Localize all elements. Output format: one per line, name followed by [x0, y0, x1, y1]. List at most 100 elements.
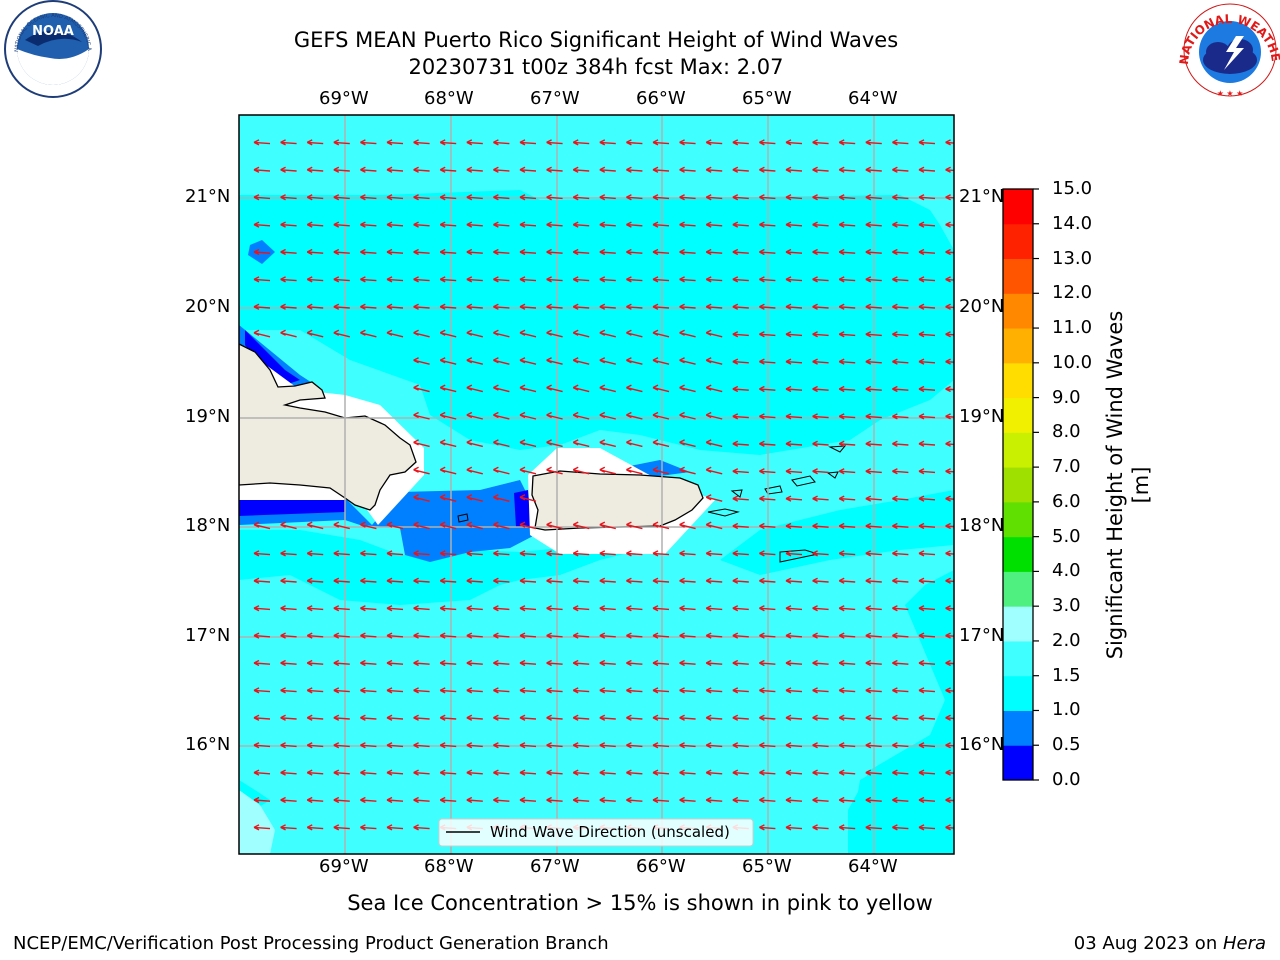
wind-wave-arrow — [892, 413, 909, 420]
wind-wave-arrow — [439, 139, 457, 146]
wind-wave-arrow — [626, 139, 643, 146]
wind-wave-arrow — [466, 659, 483, 667]
lat-tick-right: 18°N — [959, 515, 1005, 536]
wind-wave-arrow — [333, 687, 350, 694]
wind-wave-arrow — [812, 522, 829, 530]
wind-wave-arrow — [705, 194, 723, 201]
generation-date: 03 Aug 2023 on Hera — [1074, 933, 1266, 954]
wind-wave-arrow — [572, 166, 590, 173]
wind-wave-arrow — [519, 276, 537, 283]
wind-wave-arrow — [626, 632, 643, 639]
wind-wave-arrow — [732, 742, 749, 749]
wind-wave-arrow — [626, 276, 643, 283]
wind-wave-arrow — [705, 276, 723, 283]
wind-wave-arrow — [280, 248, 297, 256]
wind-wave-arrow — [546, 139, 563, 146]
wind-wave-arrow — [333, 276, 350, 283]
wind-wave-arrow — [599, 357, 616, 365]
wind-wave-arrow — [253, 303, 271, 310]
wind-wave-arrow — [572, 659, 590, 667]
wind-wave-arrow — [892, 194, 909, 201]
wind-wave-arrow — [705, 411, 723, 420]
wind-wave-arrow — [306, 276, 324, 283]
colorbar-tick-label: 12.0 — [1052, 282, 1093, 304]
wind-wave-arrow — [679, 796, 696, 804]
wind-wave-arrow — [759, 550, 776, 557]
wind-wave-arrow — [812, 194, 829, 201]
wind-wave-arrow — [360, 659, 377, 667]
lat-tick-left: 20°N — [185, 296, 231, 317]
wind-wave-arrow — [546, 411, 563, 420]
wind-wave-arrow — [572, 221, 590, 228]
wind-wave-arrow — [493, 687, 510, 694]
wind-wave-arrow — [493, 632, 510, 639]
wind-wave-arrow — [360, 194, 377, 201]
wind-wave-arrow — [705, 494, 723, 502]
wind-wave-arrow — [280, 521, 297, 530]
lat-tick-right: 17°N — [959, 625, 1005, 646]
wind-wave-arrow — [652, 221, 670, 228]
wind-wave-arrow — [280, 303, 297, 310]
wind-wave-arrow — [759, 714, 776, 721]
wind-wave-arrow — [439, 357, 457, 365]
colorbar — [1003, 189, 1033, 781]
wind-wave-arrow — [652, 439, 670, 448]
wind-wave-arrow — [705, 329, 723, 338]
wind-wave-arrow — [493, 221, 510, 228]
land-hispaniola — [239, 343, 417, 511]
wind-wave-arrow — [812, 714, 829, 721]
colorbar-segment — [1003, 710, 1033, 746]
wind-wave-arrow — [360, 303, 377, 310]
wind-wave-arrow — [705, 796, 723, 804]
wind-wave-arrow — [626, 357, 643, 365]
lat-tick-right: 21°N — [959, 186, 1005, 207]
wind-wave-arrow — [732, 495, 749, 502]
wind-wave-arrow — [679, 439, 696, 448]
wind-wave-arrow — [626, 466, 643, 475]
wind-wave-arrow — [705, 248, 723, 256]
wind-wave-arrow — [493, 714, 510, 721]
wind-wave-arrow — [652, 303, 670, 310]
wind-wave-arrow — [865, 495, 882, 502]
colorbar-tick-label: 5.0 — [1052, 525, 1081, 547]
wind-wave-arrow — [519, 139, 537, 146]
wind-wave-arrow — [493, 411, 510, 420]
wind-wave-arrow — [572, 521, 590, 530]
wind-wave-arrow — [306, 194, 324, 201]
wind-wave-arrow — [679, 742, 696, 749]
wind-wave-arrow — [918, 413, 936, 420]
colorbar-segment — [1003, 467, 1033, 503]
colorbar-tick-label: 11.0 — [1052, 317, 1093, 339]
wind-wave-arrow — [918, 468, 936, 475]
wind-wave-arrow — [280, 714, 297, 721]
wind-wave-arrow — [413, 411, 430, 420]
wind-wave-arrow — [892, 139, 909, 146]
wind-wave-arrow — [732, 550, 749, 557]
wind-wave-arrow — [652, 411, 670, 420]
wind-wave-arrow — [599, 687, 616, 694]
wind-wave-arrow — [679, 194, 696, 201]
wind-wave-arrow — [280, 659, 297, 667]
wind-wave-arrow — [360, 769, 377, 776]
wind-wave-arrow — [892, 358, 909, 365]
wind-wave-arrow — [705, 466, 723, 475]
colorbar-segment — [1003, 536, 1033, 572]
wind-wave-arrow — [732, 194, 749, 201]
wind-wave-arrow — [253, 769, 271, 776]
wind-wave-arrow — [838, 714, 856, 721]
wind-wave-arrow — [439, 329, 457, 338]
wind-wave-arrow — [253, 742, 271, 749]
wind-wave-arrow — [626, 796, 643, 804]
wind-wave-arrow — [413, 796, 430, 804]
wind-wave-arrow — [626, 221, 643, 228]
wind-wave-arrow — [572, 357, 590, 365]
wind-wave-arrow — [838, 659, 856, 667]
wind-wave-arrow — [253, 577, 271, 584]
lon-tick-top: 69°W — [319, 88, 369, 109]
wind-wave-arrow — [812, 605, 829, 612]
wind-wave-arrow — [599, 742, 616, 749]
lon-tick-bottom: 66°W — [636, 856, 686, 877]
wind-wave-arrow — [785, 358, 803, 365]
wind-wave-arrow — [360, 166, 377, 173]
wind-wave-arrow — [652, 550, 670, 557]
